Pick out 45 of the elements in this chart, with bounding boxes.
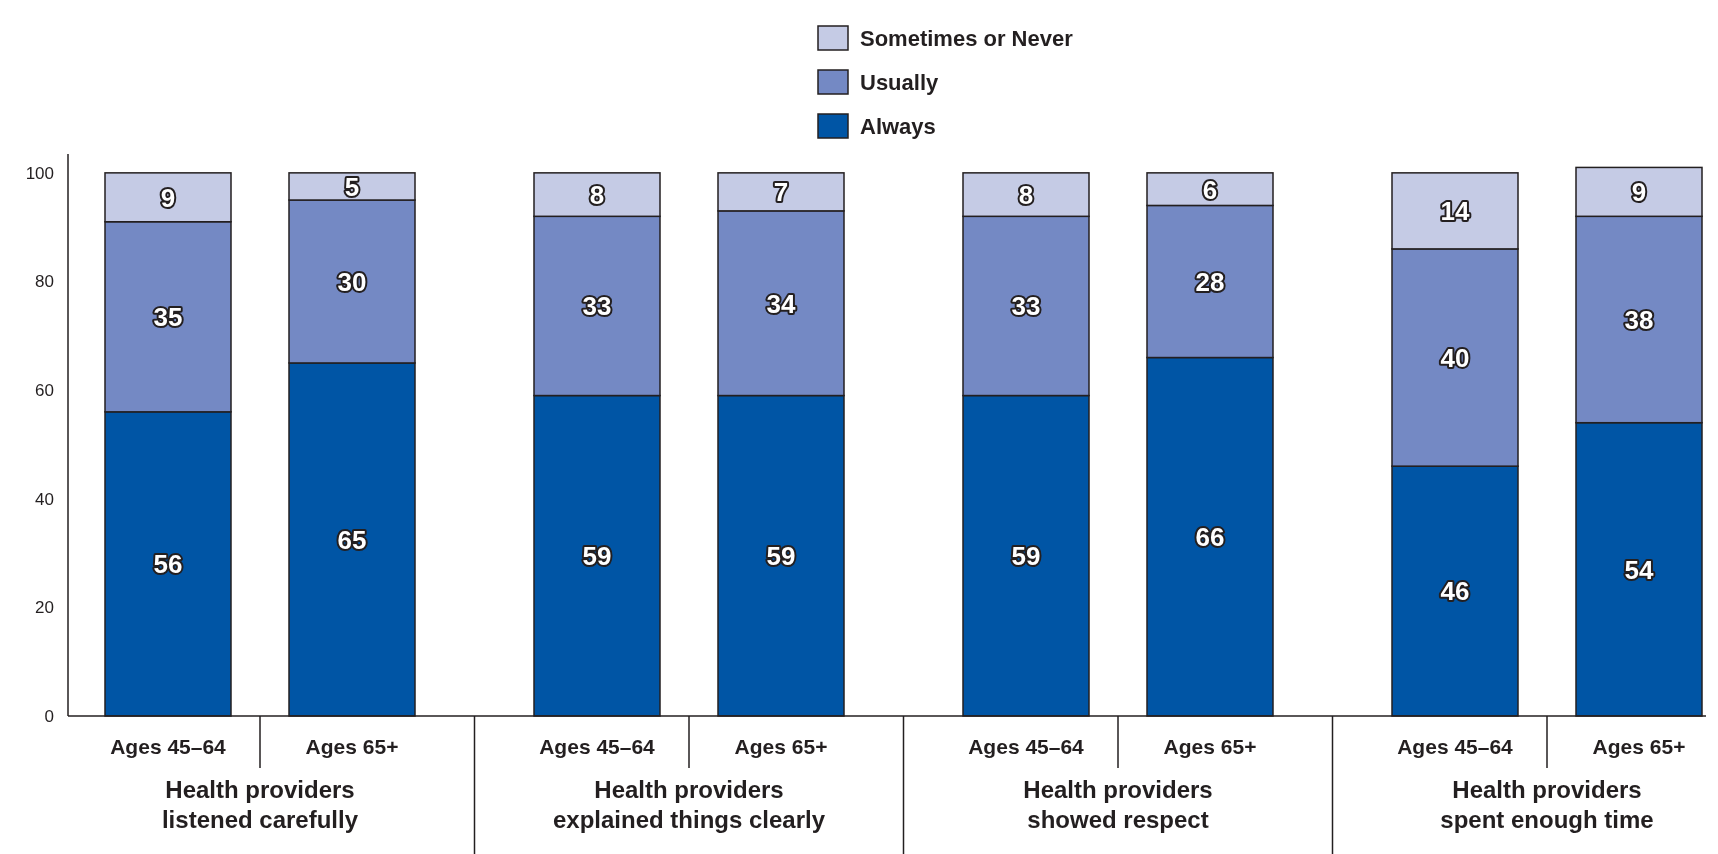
y-tick-label: 60 [35,381,54,401]
data-label: 9 [160,182,176,213]
data-label: 5 [344,171,360,202]
data-label: 33 [1011,291,1041,322]
y-tick-label: 0 [44,706,54,726]
y-tick-label: 20 [35,598,54,618]
data-label: 30 [337,266,367,297]
data-label: 8 [589,179,605,210]
data-label: 40 [1440,342,1470,373]
data-label: 34 [766,288,796,319]
data-label: 8 [1018,179,1034,210]
x-tick-label: Ages 65+ [734,735,828,758]
legend-label: Usually [860,69,940,95]
x-tick-label: Ages 45–64 [1397,735,1514,758]
text: Health providers spent enough time [1440,776,1654,833]
x-tick-label: Ages 65+ [1592,735,1686,758]
x-tick-label: Ages 45–64 [968,735,1085,758]
y-tick-label: 100 [25,163,54,183]
legend-label: Always [860,113,936,139]
data-label: 54 [1624,554,1654,585]
y-tick-label: 40 [35,489,54,509]
legend-label: Sometimes or Never [860,25,1074,51]
data-label: 9 [1631,177,1647,208]
text: Health providers showed respect [1023,776,1213,833]
data-label: 35 [153,302,183,333]
data-label: 28 [1195,266,1225,297]
data-label: 59 [766,541,796,572]
data-label: 46 [1440,576,1470,607]
x-tick-label: Ages 45–64 [110,735,227,758]
x-tick-label: Ages 65+ [305,735,399,758]
data-label: 56 [153,549,183,580]
data-label: 38 [1624,304,1654,335]
y-tick-label: 80 [35,272,54,292]
data-label: 59 [1011,541,1041,572]
data-label: 66 [1195,522,1225,553]
data-label: 14 [1440,196,1470,227]
x-tick-label: Ages 45–64 [539,735,656,758]
data-label: 65 [337,524,367,555]
data-label: 59 [582,541,612,572]
x-tick-label: Ages 65+ [1163,735,1257,758]
data-label: 33 [582,291,612,322]
text: Health providers listened carefully [161,776,359,833]
data-label: 7 [773,177,789,208]
text: Health providers explained things clearly [552,776,826,833]
data-label: 6 [1202,174,1218,205]
